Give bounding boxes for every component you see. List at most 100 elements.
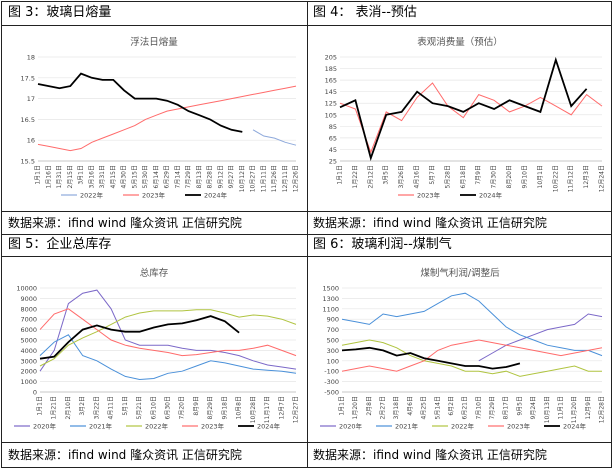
- series-line-2022年: [252, 129, 297, 146]
- x-tick-label: 2月15日: [67, 165, 74, 188]
- legend-label: 2022年: [80, 191, 104, 200]
- x-tick-label: 2月8日: [366, 396, 373, 416]
- legend-label: 2021年: [89, 422, 113, 431]
- series-line-2022年: [39, 309, 297, 367]
- x-tick-label: 9月5日: [516, 396, 523, 416]
- x-tick-label: 8月28日: [207, 165, 214, 188]
- x-tick-label: 10月28日: [250, 396, 257, 423]
- x-tick-label: 8月9日: [193, 396, 200, 416]
- panel-source: 数据来源：ifind wind 隆众资讯 正信研究院: [313, 216, 547, 230]
- x-tick-label: 1月21日: [51, 396, 58, 419]
- x-tick-label: 3月22日: [93, 396, 100, 419]
- x-tick-label: 3月26日: [398, 165, 405, 188]
- y-tick-label: -100: [324, 368, 339, 376]
- y-tick-label: 105: [325, 111, 337, 119]
- x-tick-label: 6月14日: [153, 165, 160, 188]
- x-tick-label: 11月26日: [271, 165, 278, 192]
- divider-row2-top: [2, 234, 611, 235]
- legend-label: 2021年: [395, 422, 419, 431]
- panel-title: 图 4： 表消--预估: [313, 5, 417, 20]
- x-tick-label: 9月18日: [221, 396, 228, 419]
- x-tick-label: 1月22日: [352, 165, 359, 188]
- x-tick-label: 9月10日: [521, 165, 528, 188]
- chart-title: 总库存: [140, 267, 169, 279]
- x-tick-label: 11月20日: [571, 396, 578, 423]
- x-tick-label: 2月10日: [65, 396, 72, 419]
- series-line-2024年: [339, 56, 588, 162]
- divider-row2-title: [2, 256, 611, 257]
- x-tick-label: 9月27日: [228, 165, 235, 188]
- x-tick-label: 8月29日: [207, 396, 214, 419]
- x-tick-label: 4月6日: [407, 396, 414, 416]
- y-tick-label: 1000: [20, 378, 37, 386]
- series-line-2024年: [37, 72, 243, 133]
- x-tick-label: 7月29日: [185, 165, 192, 188]
- x-tick-label: 6月10日: [150, 396, 157, 419]
- y-tick-label: 17.5: [21, 74, 35, 82]
- y-tick-label: 3000: [20, 357, 37, 365]
- chart-title: 表观消费量（预估）: [417, 36, 503, 48]
- x-tick-label: 1月31日: [56, 165, 63, 188]
- y-tick-label: 16: [27, 137, 35, 145]
- x-tick-label: 3月2日: [79, 396, 86, 416]
- x-tick-label: 7月9日: [475, 165, 482, 185]
- series-line-2024年: [39, 315, 240, 360]
- chart-title: 浮法日熔量: [130, 36, 178, 48]
- x-tick-label: 3月18日: [393, 396, 400, 419]
- x-tick-label: 2月27日: [380, 396, 387, 419]
- x-tick-label: 4月25日: [421, 396, 428, 419]
- x-tick-label: 5月28日: [444, 165, 451, 188]
- x-tick-label: 12月3日: [583, 165, 590, 188]
- legend-label: 2022年: [145, 422, 169, 431]
- divider-row1-source: [2, 211, 611, 212]
- y-tick-label: -500: [324, 389, 339, 397]
- x-tick-label: 7月20日: [179, 396, 186, 419]
- x-tick-label: 12月24日: [599, 165, 606, 192]
- x-tick-label: 10月27日: [250, 165, 257, 192]
- x-tick-label: 2月12日: [367, 165, 374, 188]
- x-tick-label: 11月1日: [557, 396, 564, 419]
- legend-label: 2024年: [479, 191, 503, 200]
- x-tick-label: 4月16日: [414, 165, 421, 188]
- panel-source: 数据来源：ifind wind 隆众资讯 正信研究院: [8, 216, 242, 230]
- series-line-2023年: [341, 339, 603, 372]
- y-tick-label: 125: [325, 100, 337, 108]
- y-tick-label: 4000: [20, 347, 37, 355]
- panel-title: 图 3：玻璃日熔量: [8, 5, 112, 20]
- legend-label: 2023年: [507, 422, 531, 431]
- y-tick-label: 700: [327, 326, 339, 334]
- y-tick-label: 1100: [322, 305, 339, 313]
- y-tick-label: 17: [27, 95, 35, 103]
- x-tick-label: 1月1日: [35, 165, 42, 185]
- x-tick-label: 3月16日: [88, 165, 95, 188]
- y-tick-label: -300: [324, 378, 339, 386]
- legend-label: 2020年: [33, 422, 57, 431]
- y-tick-label: 25: [329, 158, 337, 166]
- y-tick-label: 1300: [322, 295, 339, 303]
- x-tick-label: 3月1日: [78, 165, 85, 185]
- x-tick-label: 9月12日: [217, 165, 224, 188]
- y-tick-label: 45: [329, 146, 337, 154]
- x-tick-label: 10月8日: [236, 396, 243, 419]
- y-tick-label: 300: [327, 347, 339, 355]
- x-tick-label: 1月1日: [339, 396, 346, 416]
- y-tick-label: 1500: [322, 285, 339, 293]
- y-tick-label: 9000: [20, 295, 37, 303]
- chart-coal-gas-profit: 煤制气利润/调整后 -500 -300 -100 100 300 500 700 900 1100…: [320, 267, 606, 431]
- y-tick-label: 10000: [16, 285, 37, 293]
- x-tick-label: 6月29日: [164, 165, 171, 188]
- x-tick-label: 7月30日: [491, 165, 498, 188]
- series-line-2020年: [478, 313, 603, 362]
- series-line-2021年: [39, 334, 297, 381]
- x-tick-label: 5月7日: [429, 165, 436, 185]
- x-tick-label: 5月21日: [136, 396, 143, 419]
- series-line-2023年: [39, 308, 297, 357]
- divider-row1-title: [2, 25, 611, 26]
- chart-total-inventory: 总库存 0 1000 2000 3000 4000 5000 6000 7000 8000 9000…: [14, 267, 300, 431]
- y-tick-label: 7000: [20, 316, 37, 324]
- y-tick-label: 2000: [20, 368, 37, 376]
- x-tick-label: 6月2日: [448, 396, 455, 416]
- x-tick-label: 4月11日: [108, 396, 115, 419]
- y-tick-label: 65: [329, 134, 337, 142]
- legend-label: 2023年: [417, 191, 441, 200]
